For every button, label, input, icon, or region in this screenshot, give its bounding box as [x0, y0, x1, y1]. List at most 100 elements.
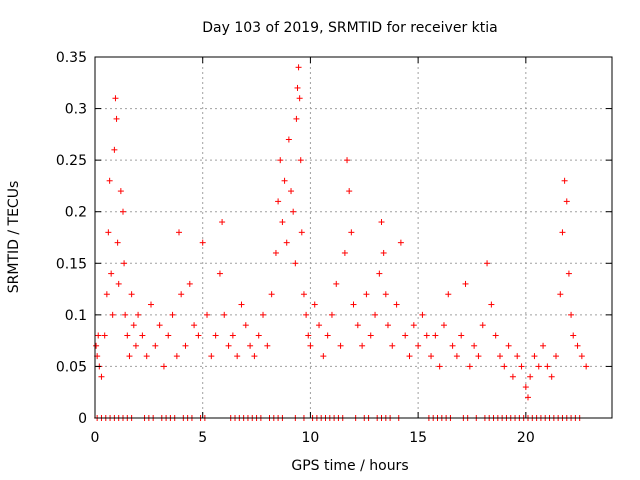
- data-point: [303, 311, 310, 318]
- y-tick-label: 0.15: [56, 256, 87, 272]
- data-point: [410, 322, 417, 329]
- data-point: [397, 239, 404, 246]
- data-point: [264, 342, 271, 349]
- data-point: [389, 342, 396, 349]
- data-point: [268, 291, 275, 298]
- grid: [95, 57, 612, 418]
- data-point: [440, 322, 447, 329]
- data-point: [124, 332, 131, 339]
- data-point: [234, 353, 241, 360]
- axis-ticks: [94, 56, 612, 419]
- data-point: [475, 353, 482, 360]
- data-point: [367, 332, 374, 339]
- data-point: [316, 322, 323, 329]
- data-point: [376, 270, 383, 277]
- data-point: [126, 353, 133, 360]
- data-point: [428, 353, 435, 360]
- data-point: [544, 363, 551, 370]
- x-tick-label: 20: [517, 430, 535, 446]
- data-point: [380, 249, 387, 256]
- data-point: [568, 311, 575, 318]
- data-point: [208, 353, 215, 360]
- x-axis-label: GPS time / hours: [291, 458, 408, 474]
- data-point: [113, 115, 120, 122]
- data-point: [296, 95, 303, 102]
- data-point: [288, 188, 295, 195]
- y-tick-label: 0: [78, 411, 87, 427]
- data-point: [406, 353, 413, 360]
- data-point: [105, 229, 112, 236]
- data-point: [359, 342, 366, 349]
- data-point: [169, 311, 176, 318]
- data-point: [346, 188, 353, 195]
- data-point: [106, 177, 113, 184]
- data-point: [238, 301, 245, 308]
- data-point: [135, 311, 142, 318]
- data-point: [285, 136, 292, 143]
- data-point: [130, 322, 137, 329]
- data-point: [445, 291, 452, 298]
- data-point: [186, 280, 193, 287]
- data-point: [509, 373, 516, 380]
- data-point: [311, 301, 318, 308]
- data-point: [333, 280, 340, 287]
- data-point: [372, 311, 379, 318]
- data-point: [466, 363, 473, 370]
- data-point: [559, 229, 566, 236]
- data-point: [281, 177, 288, 184]
- data-point: [514, 353, 521, 360]
- data-point: [260, 311, 267, 318]
- y-tick-label: 0.25: [56, 153, 87, 169]
- data-point: [344, 157, 351, 164]
- data-point: [275, 198, 282, 205]
- data-point: [462, 280, 469, 287]
- data-point: [111, 146, 118, 153]
- data-point: [363, 291, 370, 298]
- data-point: [112, 95, 119, 102]
- data-point: [178, 291, 185, 298]
- y-axis-label: SRMTID / TECUs: [6, 181, 22, 294]
- y-tick-label: 0.35: [56, 50, 87, 66]
- data-point: [305, 332, 312, 339]
- x-tick-label: 0: [91, 430, 100, 446]
- data-point: [307, 342, 314, 349]
- data-point: [283, 239, 290, 246]
- data-point: [191, 322, 198, 329]
- y-tick-label: 0.1: [65, 308, 87, 324]
- data-point: [139, 332, 146, 339]
- data-point: [384, 322, 391, 329]
- data-point: [324, 332, 331, 339]
- data-point: [279, 219, 286, 226]
- data-point: [449, 342, 456, 349]
- data-point: [574, 342, 581, 349]
- data-point: [578, 353, 585, 360]
- data-point: [277, 157, 284, 164]
- data-point: [103, 291, 110, 298]
- data-point: [298, 229, 305, 236]
- data-point: [120, 208, 127, 215]
- data-point: [293, 115, 300, 122]
- data-point: [101, 332, 108, 339]
- data-point: [98, 373, 105, 380]
- data-point: [505, 342, 512, 349]
- chart-title: Day 103 of 2019, SRMTID for receiver kti…: [202, 20, 497, 36]
- data-point: [561, 177, 568, 184]
- data-point: [165, 332, 172, 339]
- y-tick-label: 0.2: [65, 205, 87, 221]
- data-point: [212, 332, 219, 339]
- data-point: [557, 291, 564, 298]
- data-point: [216, 270, 223, 277]
- data-point: [173, 353, 180, 360]
- data-point: [128, 291, 135, 298]
- data-point: [501, 363, 508, 370]
- data-point: [348, 229, 355, 236]
- data-point: [527, 373, 534, 380]
- data-point: [156, 322, 163, 329]
- y-tick-label: 0.3: [65, 102, 87, 118]
- x-tick-label: 15: [409, 430, 427, 446]
- data-point: [496, 353, 503, 360]
- data-point: [297, 157, 304, 164]
- y-tick-labels: 0 0.05 0.1 0.15 0.2 0.25 0.3 0.35: [56, 50, 87, 427]
- data-point: [108, 270, 115, 277]
